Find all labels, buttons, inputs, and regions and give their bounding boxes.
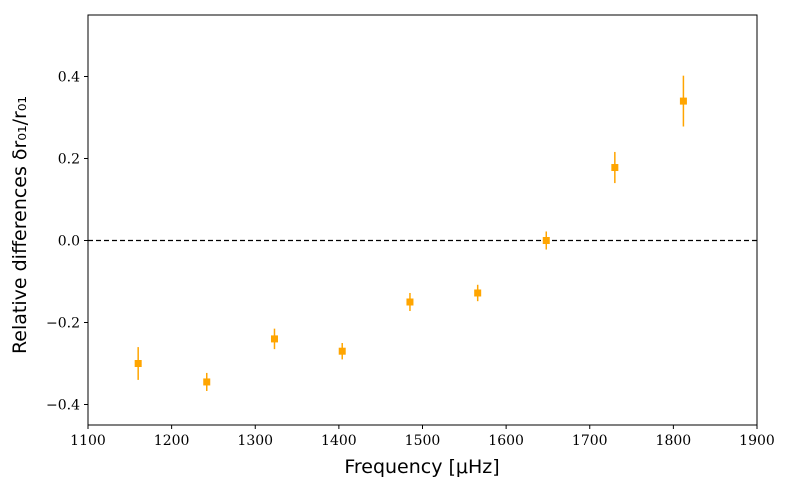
x-tick-label: 1200 bbox=[154, 433, 190, 449]
data-point bbox=[203, 378, 211, 386]
y-tick-label: −0.2 bbox=[46, 316, 80, 332]
plot-frame bbox=[87, 14, 758, 426]
x-tick-label: 1900 bbox=[739, 433, 775, 449]
data-point bbox=[474, 289, 482, 297]
x-tick-label: 1300 bbox=[237, 433, 273, 449]
y-axis-label: Relative differences δr₀₁/r₀₁ bbox=[9, 96, 31, 354]
x-tick-label: 1700 bbox=[572, 433, 608, 449]
data-points-layer bbox=[134, 97, 687, 386]
x-tick-label: 1800 bbox=[656, 433, 692, 449]
data-point bbox=[406, 298, 414, 306]
data-point bbox=[611, 164, 619, 172]
data-point bbox=[134, 360, 142, 367]
x-tick-label: 1100 bbox=[70, 433, 106, 449]
y-axis-ticks: −0.4 −0.2 0.0 0.2 0.4 bbox=[46, 70, 88, 414]
x-tick-label: 1400 bbox=[321, 433, 357, 449]
data-point bbox=[679, 97, 687, 105]
x-axis-ticks: 1100 1200 1300 1400 1500 1600 1700 1800 1900 bbox=[70, 425, 775, 449]
y-tick-label: 0.0 bbox=[58, 234, 80, 250]
data-point bbox=[338, 347, 346, 355]
x-tick-label: 1600 bbox=[488, 433, 524, 449]
errorbar-layer bbox=[137, 75, 685, 391]
data-point bbox=[542, 237, 550, 244]
x-axis-label: Frequency [μHz] bbox=[344, 456, 499, 478]
data-point bbox=[270, 335, 278, 343]
y-tick-label: −0.4 bbox=[46, 398, 80, 414]
y-tick-label: 0.4 bbox=[58, 70, 80, 86]
y-tick-label: 0.2 bbox=[58, 152, 80, 168]
x-tick-label: 1500 bbox=[405, 433, 441, 449]
